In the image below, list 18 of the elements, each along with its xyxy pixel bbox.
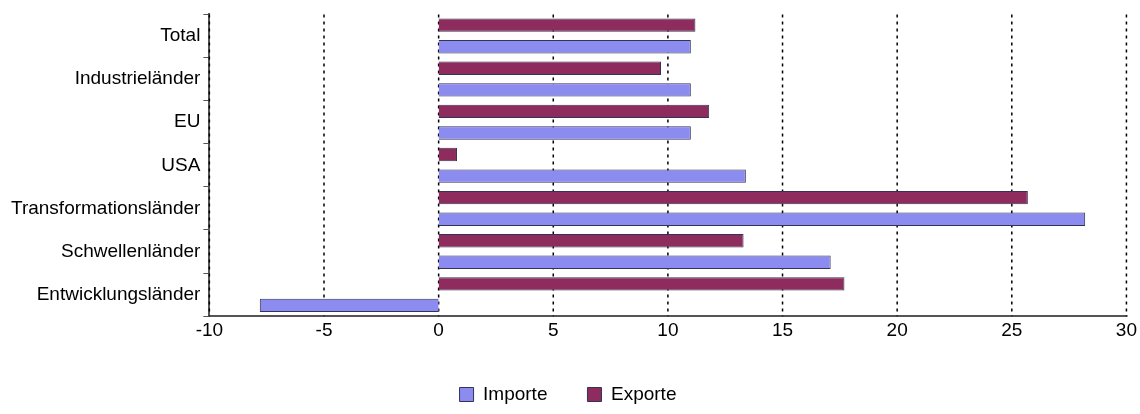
x-tick-label: 25 [1001,318,1023,340]
y-tick-label: Industrieländer [74,67,202,89]
legend-label: Exporte [610,382,677,404]
y-tick-label: USA [161,153,201,175]
y-tick-label: Total [160,24,201,46]
x-tick-label: -10 [195,318,224,340]
x-tick-label: 5 [547,318,559,340]
legend-label: Importe [483,382,548,404]
x-tick-label: 10 [657,318,679,340]
x-tick-label: 30 [1115,318,1137,340]
y-tick-label: Schwellenländer [60,239,202,261]
x-tick-label: 20 [886,318,908,340]
x-tick-label: -5 [315,318,333,340]
x-tick-label: 15 [771,318,794,340]
x-tick-label: 0 [433,318,444,340]
y-tick-label: Entwicklungsländer [36,282,202,304]
y-tick-label: Transformationsländer [10,196,202,218]
y-tick-label: EU [173,110,201,132]
